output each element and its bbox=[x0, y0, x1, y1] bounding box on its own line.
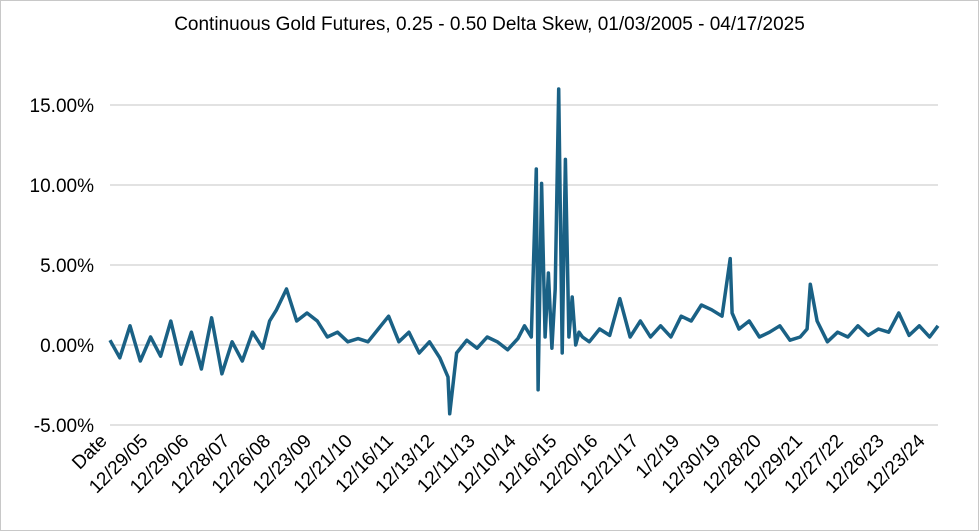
y-tick-label: 15.00% bbox=[30, 96, 95, 117]
y-tick-label: 5.00% bbox=[40, 256, 94, 277]
y-tick-label: 0.00% bbox=[40, 336, 94, 357]
series-layer bbox=[108, 87, 940, 416]
y-tick-label: -5.00% bbox=[34, 416, 94, 437]
y-tick-label: 10.00% bbox=[30, 176, 95, 197]
gridlines bbox=[110, 104, 938, 426]
series-line bbox=[108, 87, 940, 416]
chart-title: Continuous Gold Futures, 0.25 - 0.50 Del… bbox=[174, 14, 805, 35]
y-axis: -5.00% 0.00% 5.00% 10.00% 15.00% bbox=[30, 96, 95, 437]
x-axis: Date12/29/0512/29/0612/28/0712/26/0812/2… bbox=[68, 430, 930, 497]
